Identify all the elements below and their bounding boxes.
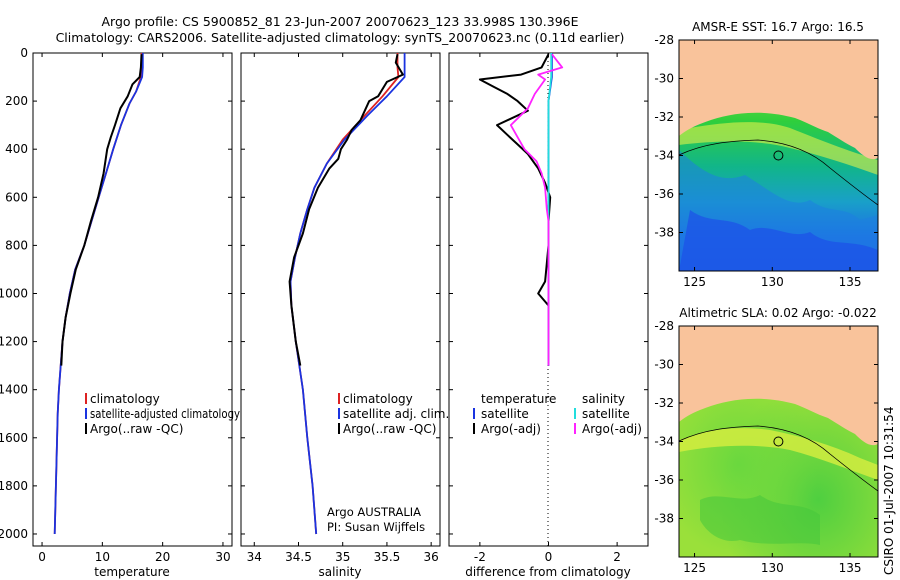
x-tick-label: 36 — [424, 550, 439, 564]
map-y-tick-label: -32 — [654, 396, 674, 410]
map-x-tick-label: 125 — [683, 561, 706, 575]
temperature-axes: 0 10 20 30 0 200 400 600 800 1000 1200 1400 1600 1800… — [0, 46, 232, 564]
legend-label-temp-argo: Argo(-adj) — [481, 422, 541, 436]
figure-title-line2: Climatology: CARS2006. Satellite-adjuste… — [56, 30, 625, 45]
y-tick-label: 400 — [5, 142, 28, 156]
x-tick-label: 35 — [335, 550, 350, 564]
sst-map-axes: 125 130 135 -28 -30 -32 -34 -36 -38 — [654, 33, 878, 289]
temperature-axis-label: temperature — [94, 565, 169, 579]
series-line-argo-raw-qc — [288, 54, 404, 366]
difference-series-group — [478, 53, 564, 366]
salinity-plot-frame — [240, 52, 441, 547]
x-tick-label: 34 — [247, 550, 262, 564]
y-tick-label: 1200 — [0, 335, 28, 349]
y-tick-label: 0 — [20, 46, 28, 60]
legend-label-sal-satellite: satellite — [582, 407, 630, 421]
depth-contour — [679, 425, 878, 492]
y-tick-label: 1600 — [0, 431, 28, 445]
x-tick-label: 30 — [215, 550, 230, 564]
x-tick-label: -2 — [474, 550, 486, 564]
series-line-argo-raw-qc — [60, 54, 143, 366]
salinity-axis-label: salinity — [318, 565, 361, 579]
float-owner-annotation: Argo AUSTRALIA — [327, 505, 421, 519]
difference-legend: temperature salinity satellite Argo(-adj… — [473, 392, 642, 436]
temperature-series-group — [53, 53, 144, 535]
footer-stamp: CSIRO 01-Jul-2007 10:31:54 — [882, 407, 896, 575]
legend-header-salinity: salinity — [582, 392, 625, 406]
legend-label-sal-argo: Argo(-adj) — [582, 422, 642, 436]
salinity-axes: 34 34.5 35 35.5 36 — [241, 52, 440, 564]
legend-label-argo: Argo(..raw -QC) — [90, 422, 183, 436]
y-tick-label: 2000 — [0, 527, 28, 541]
map-y-tick-label: -34 — [654, 149, 674, 163]
map-y-tick-label: -30 — [654, 72, 674, 86]
x-tick-label: 2 — [613, 550, 621, 564]
x-tick-label: 35.5 — [374, 550, 401, 564]
sla-map-image — [679, 326, 878, 557]
legend-label-argo: Argo(..raw -QC) — [343, 422, 436, 436]
y-tick-label: 1000 — [0, 286, 28, 300]
map-y-tick-label: -28 — [654, 33, 674, 47]
y-tick-label: 200 — [5, 94, 28, 108]
x-tick-label: 10 — [95, 550, 110, 564]
map-x-tick-label: 130 — [761, 275, 784, 289]
legend-label-climatology: climatology — [343, 392, 413, 406]
legend-label-satellite: satellite adj. clim. — [343, 407, 449, 421]
salinity-legend: climatology satellite adj. clim. Argo(..… — [338, 392, 449, 436]
temperature-plot-frame — [32, 52, 233, 547]
map-y-tick-label: -32 — [654, 110, 674, 124]
series-line-satellite-adj-clim — [289, 53, 406, 535]
map-x-tick-label: 130 — [761, 561, 784, 575]
series-line-temperature-argo-adj — [478, 53, 552, 366]
sst-argo-location-marker — [773, 150, 784, 161]
map-y-tick-label: -28 — [654, 319, 674, 333]
salinity-series-group — [288, 53, 406, 535]
float-pi-annotation: PI: Susan Wijffels — [327, 520, 425, 534]
y-tick-label: 1400 — [0, 383, 28, 397]
legend-header-temperature: temperature — [481, 392, 556, 406]
legend-label-satellite: satellite-adjusted climatology — [90, 407, 240, 421]
map-y-tick-label: -30 — [654, 358, 674, 372]
depth-contour — [679, 139, 878, 206]
sla-argo-location-marker — [773, 436, 784, 447]
legend-label-temp-satellite: satellite — [481, 407, 529, 421]
y-tick-label: 600 — [5, 190, 28, 204]
map-y-tick-label: -38 — [654, 512, 674, 526]
figure-title-line1: Argo profile: CS 5900852_81 23-Jun-2007 … — [101, 14, 578, 29]
land-mass — [679, 326, 878, 446]
map-x-tick-label: 125 — [683, 275, 706, 289]
map-x-tick-label: 135 — [839, 275, 862, 289]
map-y-tick-label: -36 — [654, 473, 674, 487]
sst-map-title: AMSR-E SST: 16.7 Argo: 16.5 — [692, 20, 864, 34]
x-tick-label: 34.5 — [285, 550, 312, 564]
land-mass — [679, 40, 878, 160]
sla-map-title: Altimetric SLA: 0.02 Argo: -0.022 — [679, 306, 876, 320]
x-tick-label: 0 — [38, 550, 46, 564]
map-x-tick-label: 135 — [839, 561, 862, 575]
series-line-salinity-argo-adj — [509, 53, 564, 366]
legend-label-climatology: climatology — [90, 392, 160, 406]
difference-axis-label: difference from climatology — [465, 565, 631, 579]
sla-map-axes: 125 130 135 -28 -30 -32 -34 -36 -38 — [654, 319, 878, 575]
map-y-tick-label: -38 — [654, 226, 674, 240]
x-tick-label: 20 — [155, 550, 170, 564]
temperature-legend: climatology satellite-adjusted climatolo… — [85, 392, 240, 436]
sst-map-image — [679, 40, 878, 271]
y-tick-label: 800 — [5, 238, 28, 252]
y-tick-label: 1800 — [0, 479, 28, 493]
x-tick-label: 0 — [545, 550, 553, 564]
difference-axes: -2 0 2 — [449, 52, 648, 564]
map-y-tick-label: -34 — [654, 435, 674, 449]
map-y-tick-label: -36 — [654, 187, 674, 201]
